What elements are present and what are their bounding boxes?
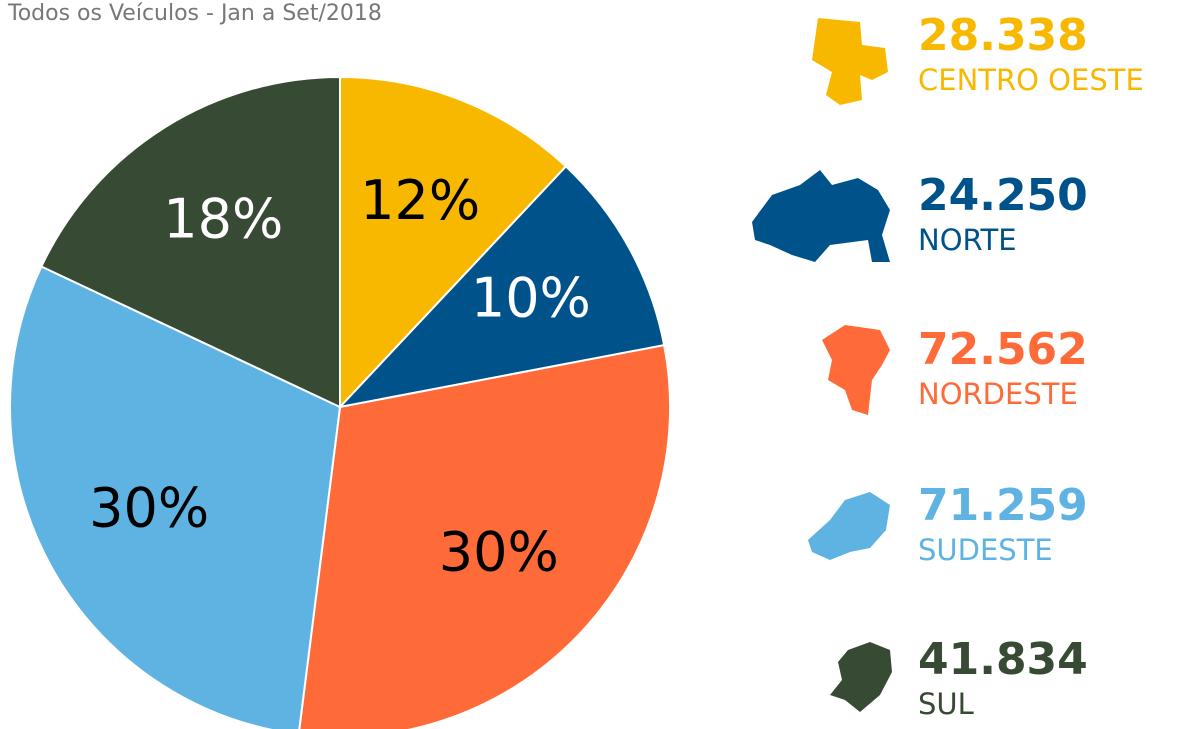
region-icon — [808, 492, 890, 560]
legend-label: NORTE — [918, 223, 1017, 257]
region-icon — [812, 18, 888, 105]
pie-slice — [339, 75, 568, 410]
legend-label: SUDESTE — [918, 533, 1053, 567]
legend-label: SUL — [918, 687, 974, 721]
region-icon — [822, 325, 890, 415]
slice-label: 12% — [360, 169, 480, 232]
legend-count: 71.259 — [918, 480, 1088, 531]
pie-slice — [40, 75, 341, 409]
slice-label: 30% — [439, 521, 559, 584]
legend-icons — [752, 18, 892, 712]
region-icon — [752, 170, 890, 262]
pie-slice — [9, 265, 342, 729]
slice-label: 30% — [89, 477, 209, 540]
chart-title: Todos os Veículos - Jan a Set/2018 — [7, 1, 382, 26]
legend-count: 28.338 — [918, 10, 1088, 61]
legend-count: 41.834 — [918, 634, 1088, 685]
legend-label: CENTRO OESTE — [918, 63, 1144, 97]
legend-count: 72.562 — [918, 324, 1088, 375]
pie-slice — [298, 343, 671, 729]
region-icon — [830, 642, 892, 712]
legend-count: 24.250 — [918, 170, 1088, 221]
slice-label: 10% — [471, 267, 591, 330]
pie-slice — [337, 165, 666, 409]
slice-label: 18% — [163, 188, 283, 251]
legend-label: NORDESTE — [918, 377, 1078, 411]
